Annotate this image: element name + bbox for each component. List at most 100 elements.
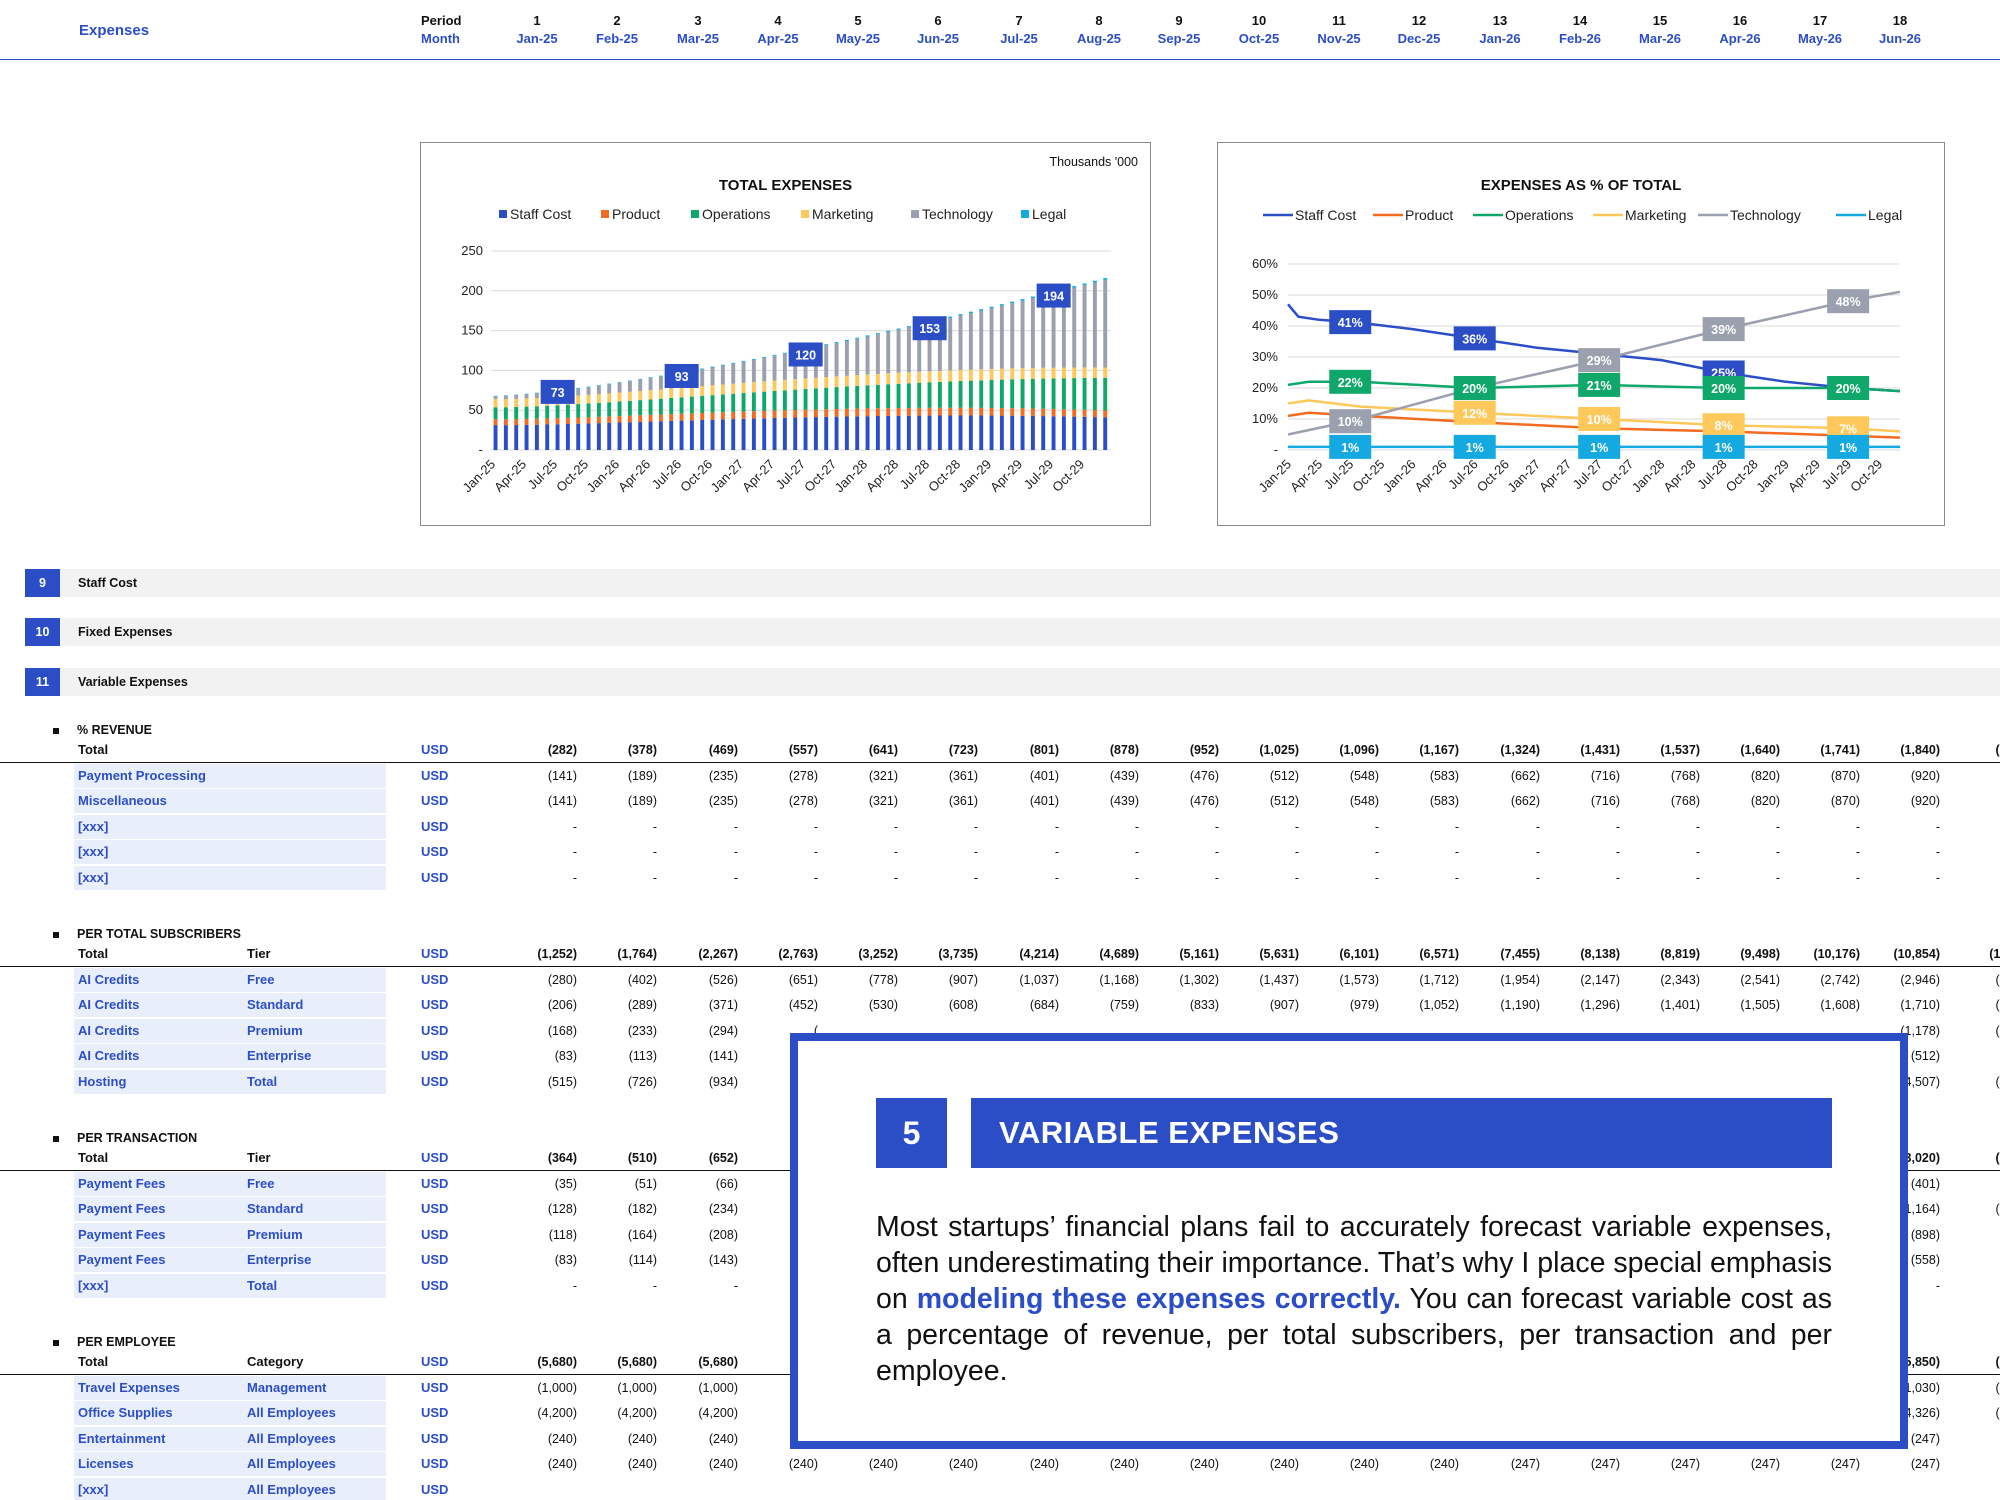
cell-value[interactable]: - xyxy=(1374,870,1379,885)
cell-value[interactable]: (820) xyxy=(1750,768,1780,783)
cell-value[interactable]: - xyxy=(1054,870,1059,885)
cell-value[interactable]: - xyxy=(813,845,818,859)
cell-value[interactable]: (240) xyxy=(1269,1457,1299,1471)
row-category[interactable] xyxy=(244,789,386,813)
cell-value[interactable]: - xyxy=(973,819,978,834)
cell-value[interactable]: - xyxy=(1855,819,1860,834)
cell-value[interactable]: (240) xyxy=(627,1457,657,1471)
cell-value[interactable]: (10,854) xyxy=(1893,947,1940,961)
cell-value[interactable]: - xyxy=(1615,819,1620,834)
cell-value[interactable]: (2,763) xyxy=(778,947,818,961)
cell-value[interactable]: (235) xyxy=(708,768,738,783)
cell-value[interactable]: (3,252) xyxy=(858,947,898,961)
cell-value[interactable]: (361) xyxy=(948,794,978,808)
cell-value[interactable]: (378) xyxy=(627,743,657,757)
row-label[interactable]: AI Credits xyxy=(74,1044,254,1068)
cell-value[interactable]: (5,850) xyxy=(1900,1355,1940,1369)
cell-value[interactable]: (2,742) xyxy=(1820,972,1860,987)
cell-value[interactable]: (723) xyxy=(948,743,978,757)
table-row[interactable]: AI Credits Free USD (280) (402) (526) (651) (77… xyxy=(0,967,2000,993)
cell-value[interactable]: - xyxy=(1535,870,1540,885)
cell-value[interactable]: (1,000) xyxy=(698,1380,738,1395)
cell-value[interactable]: (878) xyxy=(1109,743,1139,757)
cell-value[interactable]: - xyxy=(733,870,738,885)
cell-value[interactable]: (2 xyxy=(1947,1427,2000,1451)
cell-value[interactable]: - xyxy=(1294,870,1299,885)
table-row[interactable]: [xxx] Total USD - - - - xyxy=(0,1273,2000,1299)
cell-value[interactable]: (240) xyxy=(708,1457,738,1471)
row-label[interactable]: Hosting xyxy=(74,1069,254,1094)
row-category[interactable]: Standard xyxy=(244,1197,386,1221)
cell-value[interactable]: (247) xyxy=(1910,1457,1940,1471)
cell-value[interactable]: - xyxy=(1214,819,1219,834)
cell-value[interactable]: (898) xyxy=(1910,1227,1940,1242)
cell-value[interactable]: (4,200) xyxy=(537,1406,577,1420)
row-label[interactable]: AI Credits xyxy=(74,1018,254,1043)
cell-value[interactable]: (979) xyxy=(1349,998,1379,1012)
cell-value[interactable]: (651) xyxy=(788,972,818,987)
row-label[interactable]: Payment Fees xyxy=(74,1248,254,1272)
cell-value[interactable]: (280) xyxy=(547,972,577,987)
row-category[interactable]: Total xyxy=(244,1273,386,1298)
cell-value[interactable]: (141) xyxy=(708,1049,738,1063)
cell-value[interactable]: (1,096) xyxy=(1339,743,1379,757)
cell-value[interactable]: (9 xyxy=(1947,789,2000,813)
row-label[interactable]: AI Credits xyxy=(74,967,254,992)
section-band-fixed-expenses[interactable]: 10 Fixed Expenses xyxy=(25,618,2000,646)
cell-value[interactable]: (907) xyxy=(1269,998,1299,1012)
table-row[interactable]: Miscellaneous USD (141) (189) (235) (278) (321… xyxy=(0,789,2000,814)
cell-value[interactable]: (2 xyxy=(1947,1452,2000,1476)
cell-value[interactable]: (240) xyxy=(868,1457,898,1471)
row-label[interactable]: AI Credits xyxy=(74,993,254,1017)
cell-value[interactable]: (1,401) xyxy=(1660,998,1700,1012)
cell-value[interactable]: (1,608) xyxy=(1820,998,1860,1012)
cell-value[interactable]: (168) xyxy=(547,1023,577,1038)
cell-value[interactable]: (608) xyxy=(948,998,978,1012)
cell-value[interactable]: (1,037) xyxy=(1019,972,1059,987)
cell-value[interactable]: (1,764) xyxy=(617,947,657,961)
cell-value[interactable]: (247) xyxy=(1750,1457,1780,1471)
row-category[interactable]: All Employees xyxy=(244,1477,386,1500)
cell-value[interactable]: - xyxy=(652,845,657,859)
cell-value[interactable]: (870) xyxy=(1830,768,1860,783)
cell-value[interactable]: - xyxy=(1134,819,1139,834)
row-category[interactable]: Enterprise xyxy=(244,1044,386,1068)
cell-value[interactable]: (716) xyxy=(1590,794,1620,808)
row-category[interactable]: All Employees xyxy=(244,1452,386,1476)
cell-value[interactable]: (402) xyxy=(627,972,657,987)
cell-value[interactable]: (1,0 xyxy=(1995,1380,2000,1395)
cell-value[interactable]: (9,498) xyxy=(1740,947,1780,961)
cell-value[interactable]: (907) xyxy=(948,972,978,987)
cell-value[interactable]: (247) xyxy=(1910,1431,1940,1446)
cell-value[interactable]: - xyxy=(813,819,818,834)
cell-value[interactable]: - xyxy=(1054,819,1059,834)
cell-value[interactable]: (515) xyxy=(547,1074,577,1089)
cell-value[interactable]: (476) xyxy=(1189,794,1219,808)
cell-value[interactable]: (240) xyxy=(1029,1457,1059,1471)
row-label[interactable]: Miscellaneous xyxy=(74,789,254,813)
cell-value[interactable]: - xyxy=(652,819,657,834)
cell-value[interactable]: (401) xyxy=(1029,768,1059,783)
cell-value[interactable]: - xyxy=(1134,845,1139,859)
cell-value[interactable]: - xyxy=(1454,870,1459,885)
cell-value[interactable]: (952) xyxy=(1189,743,1219,757)
table-row[interactable]: AI Credits Premium USD (168) (233) (294) ((1,1… xyxy=(0,1018,2000,1044)
cell-value[interactable]: - xyxy=(1535,845,1540,859)
cell-value[interactable]: (118) xyxy=(548,1227,577,1242)
cell-value[interactable]: (282) xyxy=(547,743,577,757)
cell-value[interactable]: (662) xyxy=(1510,768,1540,783)
cell-value[interactable]: (4,214) xyxy=(1019,947,1059,961)
cell-value[interactable]: (278) xyxy=(788,794,818,808)
cell-value[interactable]: (83) xyxy=(554,1049,577,1063)
section-band-staff-cost[interactable]: 9 Staff Cost xyxy=(25,569,2000,597)
cell-value[interactable]: (2,147) xyxy=(1580,972,1620,987)
cell-value[interactable]: (128) xyxy=(547,1202,577,1216)
cell-value[interactable]: (439) xyxy=(1109,768,1139,783)
cell-value[interactable]: (870) xyxy=(1830,794,1860,808)
cell-value[interactable]: (7,455) xyxy=(1500,947,1540,961)
cell-value[interactable]: (768) xyxy=(1670,768,1700,783)
cell-value[interactable]: - xyxy=(1615,870,1620,885)
table-row[interactable]: HostingTotalUSD(515)(726)(934)(1,(4,507)… xyxy=(0,1069,2000,1095)
cell-value[interactable]: - xyxy=(813,870,818,885)
cell-value[interactable]: (113) xyxy=(628,1049,657,1063)
